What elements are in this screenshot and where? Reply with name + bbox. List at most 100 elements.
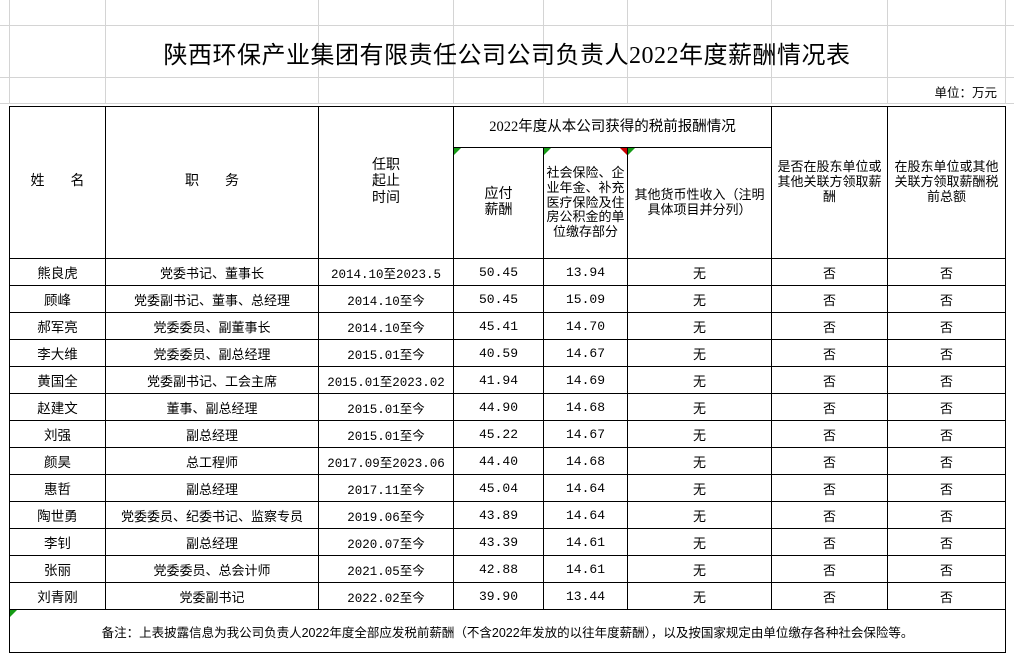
cell-from-shareholder: 否 (771, 447, 889, 475)
cell-shareholder-total: 否 (887, 258, 1007, 286)
cell-post: 党委委员、总会计师 (105, 555, 319, 583)
col-header-insurance: 社会保险、企业年金、补充医疗保险及住房公积金的单位缴存部分 (543, 147, 628, 259)
cell-post: 董事、副总经理 (105, 393, 319, 421)
table-row: 赵建文 董事、副总经理 2015.01至今 44.90 14.68 无 否 否 (9, 393, 1007, 421)
cell-insurance: 14.68 (543, 447, 628, 475)
cell-from-shareholder: 否 (771, 474, 889, 502)
cell-other-monetary: 无 (626, 582, 773, 610)
cell-payable: 50.45 (453, 258, 544, 286)
cell-shareholder-total: 否 (887, 582, 1007, 610)
cell-insurance: 14.64 (543, 501, 628, 529)
cell-payable: 44.40 (453, 447, 544, 475)
cell-payable: 43.89 (453, 501, 544, 529)
cell-tenure: 2017.09至2023.06 (318, 447, 454, 475)
cell-payable: 39.90 (453, 582, 544, 610)
table-row: 李大维 党委委员、副总经理 2015.01至今 40.59 14.67 无 否 … (9, 339, 1007, 367)
cell-payable: 45.41 (453, 312, 544, 340)
cell-shareholder-total: 否 (887, 501, 1007, 529)
cell-insurance: 14.69 (543, 366, 628, 394)
table-row: 顾峰 党委副书记、董事、总经理 2014.10至今 50.45 15.09 无 … (9, 285, 1007, 313)
cell-other-monetary: 无 (626, 555, 773, 583)
cell-post: 党委委员、纪委书记、监察专员 (105, 501, 319, 529)
cell-insurance: 14.70 (543, 312, 628, 340)
table-row: 黄国全 党委副书记、工会主席 2015.01至2023.02 41.94 14.… (9, 366, 1007, 394)
cell-name: 黄国全 (9, 366, 106, 394)
cell-post: 副总经理 (105, 420, 319, 448)
cell-name: 陶世勇 (9, 501, 106, 529)
cell-post: 党委副书记、董事、总经理 (105, 285, 319, 313)
cell-post: 党委委员、副董事长 (105, 312, 319, 340)
header-row-sub: 应付 薪酬 社会保险、企业年金、补充医疗保险及住房公积金的单位缴存部分 其他货币… (10, 147, 1006, 259)
cell-shareholder-total: 否 (887, 285, 1007, 313)
cell-tenure: 2020.07至今 (318, 528, 454, 556)
cell-tenure: 2015.01至今 (318, 339, 454, 367)
cell-shareholder-total: 否 (887, 474, 1007, 502)
cell-insurance: 14.68 (543, 393, 628, 421)
cell-other-monetary: 无 (626, 285, 773, 313)
cell-payable: 43.39 (453, 528, 544, 556)
cell-shareholder-total: 否 (887, 366, 1007, 394)
cell-other-monetary: 无 (626, 366, 773, 394)
cell-shareholder-total: 否 (887, 447, 1007, 475)
cell-other-monetary: 无 (626, 528, 773, 556)
cell-name: 郝军亮 (9, 312, 106, 340)
col-header-name: 姓 名 (9, 106, 106, 259)
table-row: 李钊 副总经理 2020.07至今 43.39 14.61 无 否 否 (9, 528, 1007, 556)
table-row: 张丽 党委委员、总会计师 2021.05至今 42.88 14.61 无 否 否 (9, 555, 1007, 583)
cell-post: 总工程师 (105, 447, 319, 475)
cell-tenure: 2015.01至2023.02 (318, 366, 454, 394)
cell-shareholder-total: 否 (887, 528, 1007, 556)
cell-shareholder-total: 否 (887, 420, 1007, 448)
cell-other-monetary: 无 (626, 258, 773, 286)
cell-payable: 40.59 (453, 339, 544, 367)
header-row-group: 姓 名 职 务 任职 起止 时间 2022年度从本公司获得的税前报酬情况 是否在… (9, 106, 1007, 259)
cell-other-monetary: 无 (626, 393, 773, 421)
cell-name: 张丽 (9, 555, 106, 583)
cell-from-shareholder: 否 (771, 582, 889, 610)
cell-insurance: 14.61 (543, 555, 628, 583)
unit-note: 单位：万元 (934, 85, 997, 100)
col-header-shareholder-total: 在股东单位或其他关联方领取薪酬税前总额 (887, 106, 1007, 259)
cell-shareholder-total: 否 (887, 312, 1007, 340)
table-body: 熊良虎 党委书记、董事长 2014.10至2023.5 50.45 13.94 … (8, 258, 1007, 653)
cell-tenure: 2022.02至今 (318, 582, 454, 610)
cell-tenure: 2014.10至今 (318, 285, 454, 313)
cell-name: 刘青刚 (9, 582, 106, 610)
cell-name: 颜昊 (9, 447, 106, 475)
cell-payable: 44.90 (453, 393, 544, 421)
cell-shareholder-total: 否 (887, 555, 1007, 583)
cell-payable: 42.88 (453, 555, 544, 583)
report-title-row: 陕西环保产业集团有限责任公司公司负责人2022年度薪酬情况表 (0, 26, 1014, 78)
cell-other-monetary: 无 (626, 447, 773, 475)
cell-name: 李大维 (9, 339, 106, 367)
cell-post: 副总经理 (105, 528, 319, 556)
cell-from-shareholder: 否 (771, 501, 889, 529)
cell-tenure: 2015.01至今 (318, 393, 454, 421)
page-title: 陕西环保产业集团有限责任公司公司负责人2022年度薪酬情况表 (163, 42, 851, 69)
cell-insurance: 15.09 (543, 285, 628, 313)
cell-name: 顾峰 (9, 285, 106, 313)
table-row: 郝军亮 党委委员、副董事长 2014.10至今 45.41 14.70 无 否 … (9, 312, 1007, 340)
cell-other-monetary: 无 (626, 501, 773, 529)
cell-insurance: 14.64 (543, 474, 628, 502)
cell-tenure: 2021.05至今 (318, 555, 454, 583)
col-header-tenure: 任职 起止 时间 (318, 106, 454, 259)
cell-post: 党委副书记 (105, 582, 319, 610)
cell-from-shareholder: 否 (771, 258, 889, 286)
cell-from-shareholder: 否 (771, 312, 889, 340)
cell-insurance: 14.67 (543, 339, 628, 367)
col-header-post: 职 务 (105, 106, 319, 259)
cell-post: 党委副书记、工会主席 (105, 366, 319, 394)
col-header-other-monetary: 其他货币性收入（注明具体项目并分列） (626, 147, 773, 259)
cell-from-shareholder: 否 (771, 555, 889, 583)
cell-insurance: 13.44 (543, 582, 628, 610)
table-row: 陶世勇 党委委员、纪委书记、监察专员 2019.06至今 43.89 14.64… (9, 501, 1007, 529)
cell-from-shareholder: 否 (771, 393, 889, 421)
cell-name: 惠哲 (9, 474, 106, 502)
cell-shareholder-total: 否 (887, 393, 1007, 421)
footer-note: 备注：上表披露信息为我公司负责人2022年度全部应发税前薪酬（不含2022年发放… (8, 609, 1007, 653)
col-header-group-pretax: 2022年度从本公司获得的税前报酬情况 (452, 106, 773, 148)
cell-insurance: 14.61 (543, 528, 628, 556)
table-row: 惠哲 副总经理 2017.11至今 45.04 14.64 无 否 否 (9, 474, 1007, 502)
cell-post: 党委委员、副总经理 (105, 339, 319, 367)
